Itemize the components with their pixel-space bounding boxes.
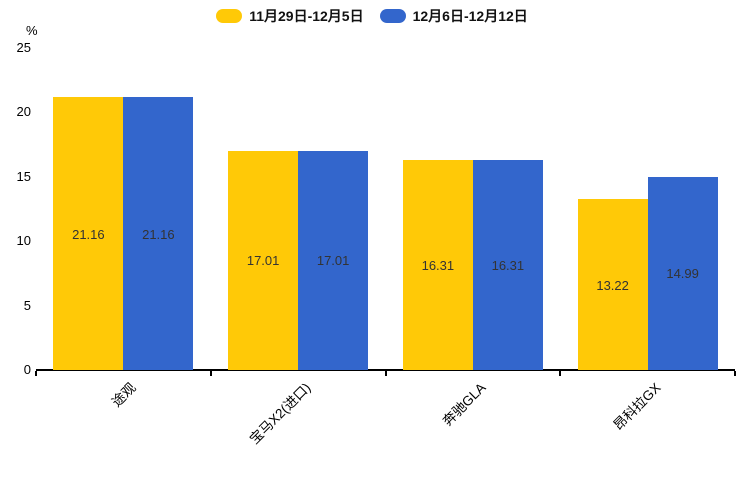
y-tick-label: 20 bbox=[16, 104, 31, 119]
legend-swatch-blue-icon bbox=[379, 9, 406, 23]
bar-value-label: 17.01 bbox=[246, 253, 280, 269]
x-category-label: 宝马X2(进口) bbox=[246, 380, 314, 447]
bar bbox=[577, 199, 648, 370]
legend-item-series-2[interactable]: 12月6日-12月12日 bbox=[379, 7, 528, 25]
bar-value-label: 16.31 bbox=[491, 257, 525, 273]
legend: 11月29日-12月5日 12月6日-12月12日 bbox=[0, 7, 744, 25]
bar-value-label: 13.22 bbox=[596, 277, 629, 293]
bar-value-label: 16.31 bbox=[421, 257, 455, 273]
bar bbox=[298, 150, 369, 370]
x-category-label: 昂科拉GX bbox=[610, 380, 664, 434]
bar bbox=[647, 176, 718, 370]
y-tick-label: 0 bbox=[23, 362, 31, 377]
x-axis-tick bbox=[35, 371, 37, 376]
y-tick-label: 25 bbox=[16, 39, 31, 55]
bar bbox=[53, 97, 124, 370]
x-category-label: 途观 bbox=[109, 380, 139, 410]
bar bbox=[228, 150, 299, 370]
legend-label: 12月6日-12月12日 bbox=[412, 8, 528, 24]
y-tick-label: 10 bbox=[16, 233, 31, 248]
legend-item-series-1[interactable]: 11月29日-12月5日 bbox=[216, 7, 364, 25]
bar-value-label: 21.16 bbox=[72, 226, 105, 242]
x-axis-tick bbox=[384, 371, 387, 376]
x-axis-tick bbox=[734, 371, 736, 376]
y-tick-label: 15 bbox=[16, 168, 31, 184]
bar-value-label: 14.99 bbox=[666, 266, 699, 282]
x-axis-tick bbox=[209, 371, 212, 376]
x-category-label: 奔驰GLA bbox=[439, 380, 489, 429]
x-axis-tick bbox=[559, 371, 562, 376]
legend-label: 11月29日-12月5日 bbox=[249, 8, 364, 24]
y-tick-label: 5 bbox=[23, 297, 31, 313]
bar-value-label: 17.01 bbox=[316, 253, 350, 269]
bar-value-label: 21.16 bbox=[142, 226, 175, 242]
y-axis-unit-label: % bbox=[26, 23, 38, 38]
legend-swatch-yellow-icon bbox=[216, 9, 243, 23]
x-axis-line bbox=[36, 369, 735, 371]
bar bbox=[472, 159, 543, 370]
bar bbox=[402, 159, 473, 370]
bar bbox=[123, 97, 194, 370]
